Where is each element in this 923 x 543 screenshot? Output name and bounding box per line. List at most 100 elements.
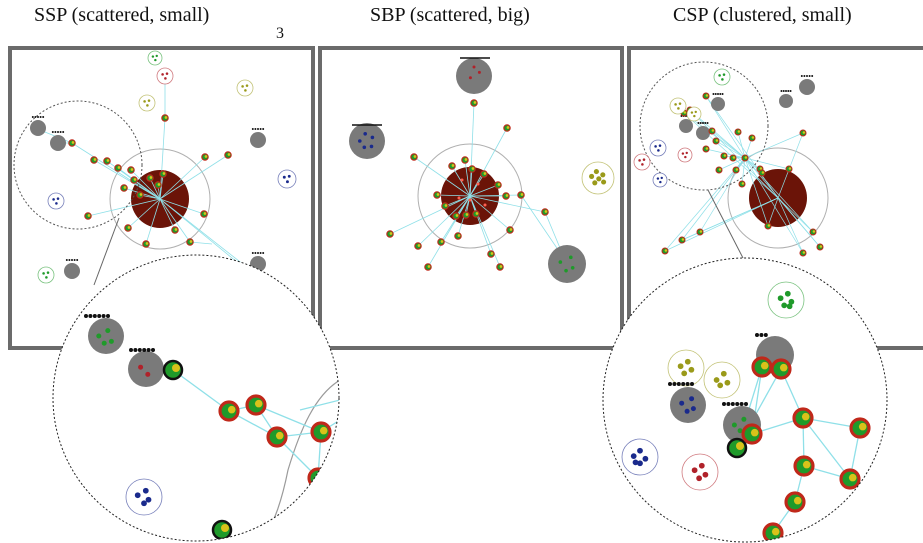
cluster-dot [630, 453, 637, 459]
magnifier-content [84, 314, 339, 541]
leaf-node-highlight [473, 101, 477, 104]
label-dot [702, 122, 704, 124]
cluster-outline [767, 281, 805, 319]
cluster-dot [637, 460, 643, 467]
leaf-node [289, 509, 311, 531]
leaf-node-highlight [761, 171, 765, 174]
graph-edge [427, 195, 471, 268]
cluster-dot [654, 145, 657, 148]
label-dot [803, 75, 806, 77]
cluster-dot [741, 416, 747, 422]
cluster-dot [788, 298, 795, 305]
leaf-node-highlight [788, 167, 792, 170]
cluster-outline [147, 50, 163, 66]
leaf-node-highlight [793, 496, 802, 505]
ssp-graph [13, 50, 297, 286]
cluster-outline [125, 478, 163, 516]
label-dot [71, 259, 73, 261]
cluster-dot [161, 73, 164, 76]
label-dot [37, 116, 39, 118]
cluster-dot [721, 78, 724, 81]
cluster-outline [669, 97, 687, 115]
leaf-node-highlight [544, 210, 548, 213]
label-dot [76, 259, 79, 261]
page-number: 3 [276, 25, 284, 42]
leaf-node-highlight [505, 194, 509, 197]
leaf-node-highlight [848, 473, 857, 482]
cluster-dot [642, 158, 646, 161]
label-dot [31, 116, 34, 118]
cluster-dot [56, 197, 60, 200]
magnifier-border [52, 254, 340, 542]
leaf-node-highlight [711, 129, 715, 132]
gray-cluster-node [64, 263, 80, 279]
magnifier-content [621, 281, 886, 542]
leaf-node-highlight [227, 405, 236, 414]
cluster-outline [236, 79, 254, 97]
cluster-dot [632, 459, 639, 466]
label-dot [151, 348, 155, 352]
cluster-dot [362, 145, 367, 150]
cluster-dot [702, 471, 709, 478]
leaf-node-highlight [389, 232, 393, 235]
leaf-node-highlight [133, 178, 137, 181]
cluster-dot [656, 177, 660, 180]
label-dot [65, 259, 68, 261]
graph-edge [159, 198, 191, 243]
leaf-node-highlight [497, 183, 501, 186]
leaf-node-highlight [254, 399, 263, 408]
gray-cluster-node [548, 245, 586, 283]
label-dot [735, 402, 740, 406]
leaf-node-highlight [718, 168, 722, 171]
label-dot [259, 128, 262, 130]
graph-edge [413, 156, 471, 197]
label-dot [789, 90, 792, 92]
graph-edge [469, 184, 499, 197]
zoom-region-outline [13, 100, 143, 230]
label-dot [730, 402, 735, 406]
cluster-dot [142, 487, 149, 494]
cluster-dot [642, 455, 649, 462]
cluster-dot [689, 396, 695, 402]
leaf-node-highlight [455, 214, 459, 217]
leaf-node-highlight [705, 94, 709, 97]
label-dot [759, 333, 764, 337]
label-dot [744, 402, 748, 406]
leaf-node-highlight [106, 159, 110, 162]
label-dot [92, 314, 97, 318]
cluster-dot [55, 202, 58, 205]
cluster-dot [684, 358, 691, 365]
cluster-outline [138, 94, 156, 112]
cluster-dot [596, 176, 602, 182]
graph-edge [127, 198, 161, 229]
cluster-dot [105, 328, 111, 334]
cluster-dot [245, 84, 249, 87]
cluster-dot [731, 422, 737, 428]
cluster-dot [691, 467, 698, 474]
graph-edge [172, 369, 230, 412]
graph-edge [718, 157, 746, 171]
cluster-dot [720, 370, 727, 377]
graph-edge [159, 154, 229, 200]
graph-edge [469, 194, 522, 197]
graph-edge [145, 198, 161, 245]
cluster-dot [660, 176, 663, 180]
cluster-dot [151, 55, 155, 58]
csp-title: CSP (clustered, small) [673, 4, 852, 26]
graph-edge [469, 127, 508, 197]
cluster-dot [134, 492, 141, 499]
graph-edge [705, 95, 779, 199]
graph-edge [664, 157, 746, 252]
graph-edge [469, 195, 546, 213]
leaf-node-highlight [127, 226, 131, 229]
label-dot [62, 131, 65, 133]
label-dot [800, 75, 803, 77]
leaf-node-highlight [771, 527, 780, 536]
label-dot [704, 122, 707, 124]
leaf-node-highlight [732, 156, 736, 159]
cluster-dot [45, 276, 48, 279]
leaf-node-highlight [164, 116, 168, 119]
leaf-node-highlight [741, 182, 745, 185]
cluster-dot [145, 496, 152, 503]
cluster-dot [460, 178, 464, 182]
